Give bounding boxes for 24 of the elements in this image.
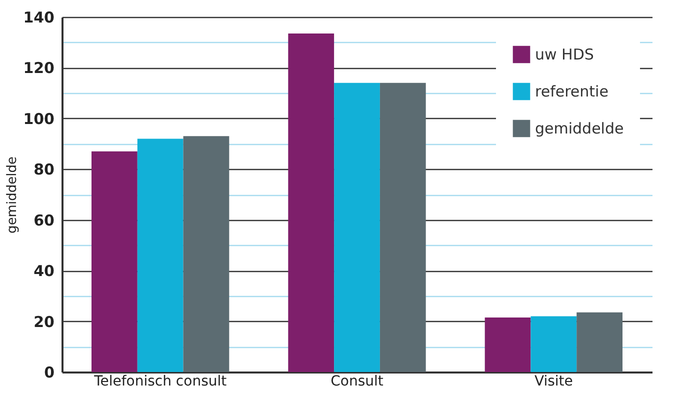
x-tick-label: Telefonisch consult <box>93 374 228 390</box>
x-tick-label: Consult <box>330 374 384 390</box>
bar <box>288 33 334 372</box>
bar <box>576 312 622 372</box>
x-tick-label: Visite <box>534 374 573 390</box>
y-tick-label: 140 <box>23 8 54 26</box>
y-tick-label: 100 <box>23 110 54 128</box>
legend-label: referentie <box>535 82 608 100</box>
bar <box>380 82 426 372</box>
bar <box>484 317 531 372</box>
legend-label: uw HDS <box>535 46 594 64</box>
bar <box>183 136 230 372</box>
y-tick-label: 80 <box>34 160 54 179</box>
bar <box>137 138 184 372</box>
y-tick-label: 40 <box>34 262 54 280</box>
bar <box>92 151 138 372</box>
legend-label: gemiddelde <box>535 120 624 138</box>
y-tick-label: 20 <box>34 312 54 331</box>
y-axis-title: gemiddelde <box>5 156 20 234</box>
bar <box>334 82 380 372</box>
y-tick-label: 0 <box>44 364 54 382</box>
y-tick-label: 60 <box>34 211 54 230</box>
bar <box>530 316 577 372</box>
y-tick-label: 120 <box>23 59 54 78</box>
